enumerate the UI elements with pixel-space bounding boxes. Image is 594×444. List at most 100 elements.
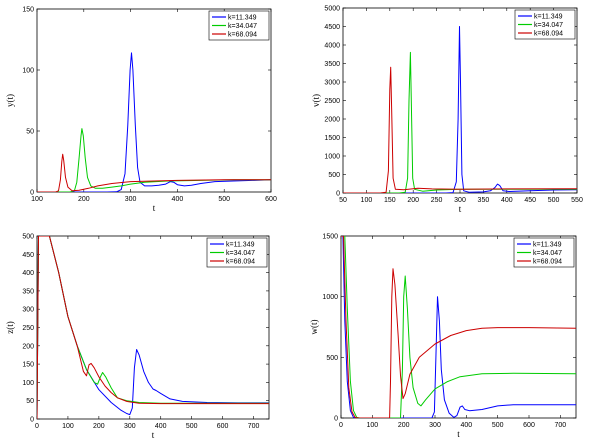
series-line-k-34-047 (341, 236, 576, 418)
x-tick-label: 300 (125, 196, 137, 203)
legend-label: k=11.349 (228, 15, 257, 22)
legend-label: k=34.047 (228, 23, 257, 30)
y-tick-label: 1000 (324, 154, 340, 161)
y-axis-label: z(t) (5, 321, 15, 334)
x-axis-label: t (153, 203, 156, 213)
chart-panel-v: 50 100 150 200 250 300 350 400 450 500 550 0 500 1000… (311, 6, 583, 215)
x-tick-label: 100 (366, 422, 378, 429)
x-tick-label: 0 (339, 422, 343, 429)
y-tick-label: 350 (22, 288, 34, 295)
x-tick-label: 700 (248, 423, 260, 430)
series-line-k-34-047 (37, 128, 271, 192)
y-tick-label: 50 (26, 398, 34, 405)
x-tick-label: 300 (124, 423, 136, 430)
legend-label: k=68.094 (228, 32, 257, 39)
y-tick-label: 2000 (324, 117, 340, 124)
x-tick-label: 200 (398, 422, 410, 429)
y-axis-label: v(t) (311, 94, 321, 107)
series-line-k-11-349 (341, 236, 576, 418)
x-axis-label: t (457, 429, 460, 439)
y-tick-label: 500 (22, 234, 34, 241)
y-tick-label: 3000 (324, 80, 340, 87)
x-tick-label: 450 (524, 197, 536, 204)
x-tick-label: 0 (35, 423, 39, 430)
y-tick-label: 50 (26, 129, 34, 136)
x-tick-label: 150 (384, 197, 396, 204)
y-tick-label: 1500 (322, 234, 338, 241)
chart-panel-w: 0 100 200 300 400 500 600 700 0 500 1000 1500 t w(t) k… (309, 234, 577, 439)
x-tick-label: 200 (78, 196, 90, 203)
series-line-k-68-094 (37, 236, 269, 419)
x-tick-label: 600 (217, 423, 229, 430)
x-tick-label: 550 (571, 197, 583, 204)
x-tick-label: 200 (93, 423, 105, 430)
y-tick-label: 400 (22, 270, 34, 277)
y-tick-label: 250 (22, 325, 34, 332)
x-tick-label: 700 (554, 422, 566, 429)
y-tick-label: 300 (22, 307, 34, 314)
legend-label: k=11.349 (226, 242, 255, 249)
legend-label: k=11.349 (533, 242, 562, 249)
series-line-k-11-349 (343, 26, 577, 193)
x-tick-label: 250 (431, 197, 443, 204)
x-tick-label: 300 (429, 422, 441, 429)
x-tick-label: 600 (265, 196, 277, 203)
y-tick-label: 450 (22, 252, 34, 259)
x-tick-label: 50 (339, 197, 347, 204)
x-tick-label: 500 (492, 422, 504, 429)
y-tick-label: 5000 (324, 6, 340, 13)
y-tick-label: 0 (336, 191, 340, 198)
x-tick-label: 500 (548, 197, 560, 204)
chart-panel-y: 100 200 300 400 500 600 0 50 100 150 t y(t) k=11.349… (5, 7, 277, 214)
y-tick-label: 0 (30, 417, 34, 424)
legend-label: k=11.349 (534, 14, 563, 21)
x-tick-label: 400 (460, 422, 472, 429)
x-tick-label: 100 (31, 196, 43, 203)
y-tick-label: 0 (334, 416, 338, 423)
y-tick-label: 150 (22, 7, 34, 14)
x-tick-label: 100 (62, 423, 74, 430)
x-tick-label: 500 (186, 423, 198, 430)
x-tick-label: 600 (523, 422, 535, 429)
series-line-k-68-094 (37, 153, 271, 192)
y-tick-label: 200 (22, 343, 34, 350)
y-tick-label: 500 (328, 172, 340, 179)
x-tick-label: 400 (501, 197, 513, 204)
y-tick-label: 1000 (322, 294, 338, 301)
x-tick-label: 100 (361, 197, 373, 204)
y-axis-label: w(t) (309, 320, 319, 335)
series-line-k-68-094 (343, 66, 577, 193)
legend-label: k=68.094 (534, 31, 563, 38)
legend-label: k=68.094 (226, 259, 255, 266)
legend-box (208, 10, 270, 41)
legend-label: k=68.094 (533, 259, 562, 266)
y-axis-label: y(t) (5, 94, 15, 107)
x-tick-label: 500 (218, 196, 230, 203)
legend-label: k=34.047 (534, 22, 563, 29)
y-tick-label: 100 (22, 68, 34, 75)
series-line-k-11-349 (37, 52, 271, 192)
y-tick-label: 4500 (324, 24, 340, 31)
x-tick-label: 350 (478, 197, 490, 204)
y-tick-label: 0 (30, 190, 34, 197)
y-tick-label: 150 (22, 362, 34, 369)
x-tick-label: 400 (172, 196, 184, 203)
legend-label: k=34.047 (533, 250, 562, 257)
series-line-k-68-094 (341, 236, 576, 418)
x-tick-label: 300 (454, 197, 466, 204)
x-tick-label: 400 (155, 423, 167, 430)
y-tick-label: 500 (326, 355, 338, 362)
x-axis-label: t (152, 430, 155, 440)
y-tick-label: 2500 (324, 98, 340, 105)
y-tick-label: 1500 (324, 135, 340, 142)
y-tick-label: 3500 (324, 61, 340, 68)
y-tick-label: 100 (22, 380, 34, 387)
x-axis-label: t (459, 204, 462, 214)
x-tick-label: 200 (407, 197, 419, 204)
y-tick-label: 4000 (324, 43, 340, 50)
